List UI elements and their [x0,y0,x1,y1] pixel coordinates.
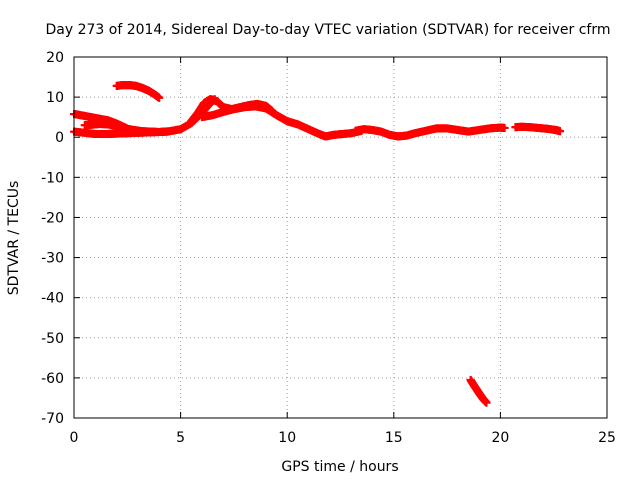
y-tick-label: 20 [46,50,64,66]
series-arc-7 [351,123,509,141]
x-axis-label: GPS time / hours [281,459,398,475]
series-arc-3 [80,119,172,137]
axis-ticks: 0 5 10 15 20 25 20 10 0 -10 -20 -30 -40 -50 -60 -70 [41,50,616,446]
y-tick-label: -30 [41,251,64,267]
data-point [155,93,164,102]
y-tick-label: 0 [55,130,64,146]
y-tick-label: -40 [41,291,64,307]
data-point [500,123,509,132]
data-points [70,81,565,407]
y-tick-label: -20 [41,210,64,226]
grid [74,57,607,418]
data-point [163,127,172,136]
y-tick-label: -60 [41,371,64,387]
series-arc-8 [511,122,565,136]
chart-title: Day 273 of 2014, Sidereal Day-to-day VTE… [46,22,611,38]
y-tick-label: 10 [46,90,64,106]
data-point [556,127,565,136]
y-tick-label: -50 [41,331,64,347]
x-tick-label: 25 [598,430,616,446]
y-axis-label: SDTVAR / TECUs [6,181,22,296]
x-tick-label: 20 [491,430,509,446]
x-tick-label: 15 [385,430,403,446]
series-arc-6 [197,102,366,141]
series-arc-9 [466,375,491,407]
data-point [482,398,491,407]
x-tick-label: 0 [70,430,79,446]
plot-frame [73,56,608,419]
y-tick-label: -10 [41,170,64,186]
y-tick-label: -70 [41,411,64,427]
x-tick-label: 10 [278,430,296,446]
x-tick-label: 5 [176,430,185,446]
series-arc-4 [112,81,164,102]
